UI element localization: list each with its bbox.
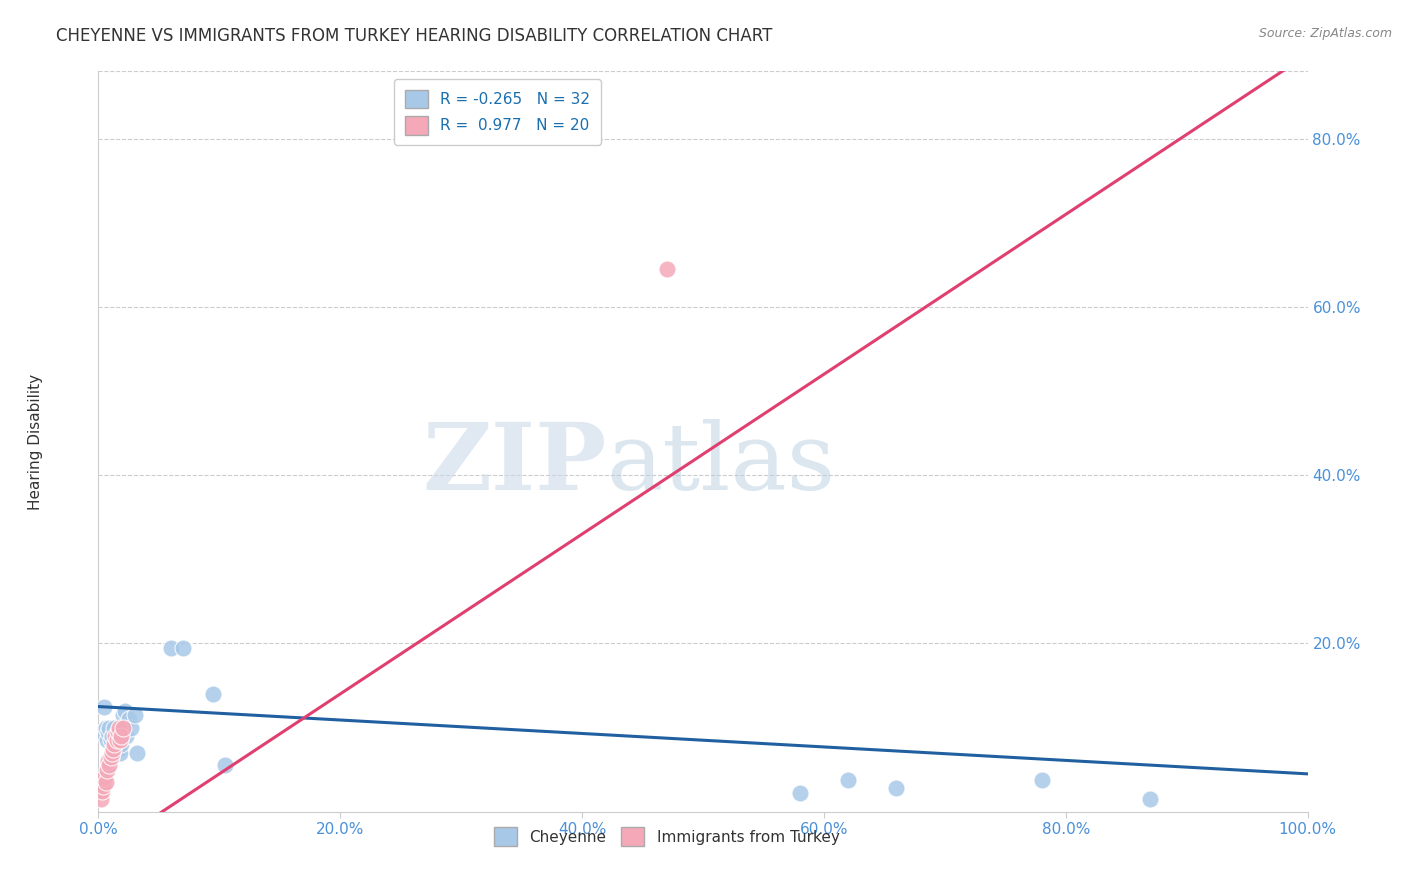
Point: [90, 792, 112, 806]
Point: [94, 721, 117, 735]
Point: [104, 729, 127, 743]
Point: [105, 733, 128, 747]
Point: [111, 721, 134, 735]
Point: [118, 712, 141, 726]
Point: [789, 786, 811, 800]
Point: [100, 733, 122, 747]
Point: [124, 708, 146, 723]
Text: atlas: atlas: [606, 418, 835, 508]
Point: [91, 783, 114, 797]
Text: CHEYENNE VS IMMIGRANTS FROM TURKEY HEARING DISABILITY CORRELATION CHART: CHEYENNE VS IMMIGRANTS FROM TURKEY HEARI…: [56, 27, 773, 45]
Point: [93, 699, 115, 714]
Point: [105, 729, 128, 743]
Point: [103, 738, 125, 752]
Y-axis label: Hearing Disability: Hearing Disability: [28, 374, 42, 509]
Point: [1139, 792, 1161, 806]
Point: [91, 724, 114, 739]
Point: [104, 738, 127, 752]
Point: [96, 733, 118, 747]
Point: [655, 262, 678, 277]
Point: [91, 780, 114, 794]
Point: [110, 738, 132, 752]
Point: [98, 721, 121, 735]
Point: [107, 733, 129, 747]
Point: [96, 763, 118, 777]
Point: [111, 708, 134, 723]
Point: [98, 758, 121, 772]
Point: [97, 724, 120, 739]
Point: [97, 754, 120, 768]
Point: [108, 746, 131, 760]
Text: ZIP: ZIP: [422, 418, 606, 508]
Point: [101, 741, 124, 756]
Point: [160, 640, 183, 655]
Point: [202, 687, 225, 701]
Point: [120, 721, 142, 735]
Point: [114, 704, 136, 718]
Point: [108, 721, 131, 735]
Point: [886, 781, 908, 796]
Point: [107, 724, 129, 739]
Point: [172, 640, 194, 655]
Point: [100, 750, 122, 764]
Point: [103, 721, 125, 735]
Point: [214, 758, 236, 772]
Point: [100, 729, 122, 743]
Point: [108, 741, 131, 756]
Legend: Cheyenne, Immigrants from Turkey: Cheyenne, Immigrants from Turkey: [488, 822, 845, 852]
Text: Source: ZipAtlas.com: Source: ZipAtlas.com: [1258, 27, 1392, 40]
Point: [100, 746, 122, 760]
Point: [115, 729, 138, 743]
Point: [108, 733, 131, 747]
Point: [94, 775, 117, 789]
Point: [837, 772, 859, 787]
Point: [110, 729, 132, 743]
Point: [101, 741, 124, 756]
Point: [93, 771, 115, 785]
Point: [127, 746, 149, 760]
Point: [1031, 772, 1053, 787]
